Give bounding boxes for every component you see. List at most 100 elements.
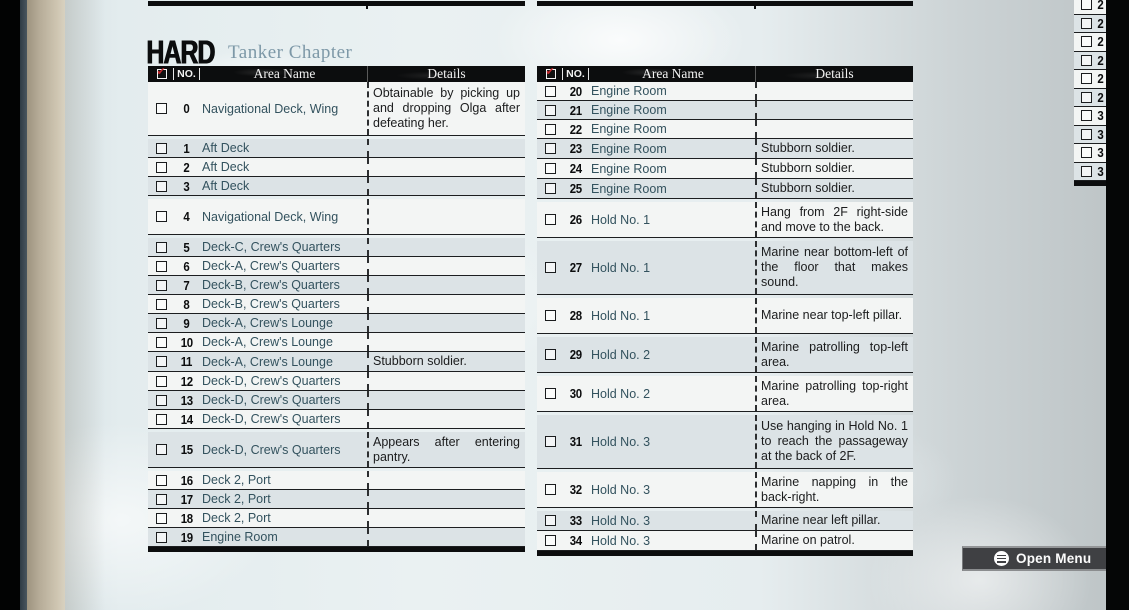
row-checkbox[interactable] xyxy=(545,143,556,154)
area-name-column-header: Area Name xyxy=(253,66,316,81)
row-checkbox[interactable] xyxy=(1081,165,1092,177)
table-row: 11 Deck-A, Crew's Lounge Stubborn soldier. xyxy=(148,352,525,372)
row-checkbox[interactable] xyxy=(1081,128,1092,140)
table-row: 17 Deck 2, Port xyxy=(148,490,525,509)
row-checkbox[interactable] xyxy=(1081,17,1092,29)
table-row: 25 Engine Room Stubborn soldier. xyxy=(537,179,913,199)
row-checkbox[interactable] xyxy=(156,413,167,425)
row-checkbox[interactable] xyxy=(545,262,556,273)
row-checkbox[interactable] xyxy=(1081,0,1092,11)
table-row: 7 Deck-B, Crew's Quarters xyxy=(148,276,525,295)
row-checkbox[interactable] xyxy=(545,183,556,194)
area-name: Engine Room xyxy=(591,181,667,196)
row-checkbox[interactable] xyxy=(156,336,167,348)
page-spine-shadow xyxy=(65,0,105,610)
right-screen-black-band xyxy=(1106,0,1129,610)
area-name: Deck-A, Crew's Lounge xyxy=(202,316,333,330)
row-checkbox[interactable] xyxy=(156,512,167,524)
row-checkbox[interactable] xyxy=(156,317,167,329)
row-number-partial: 3 xyxy=(1097,108,1104,124)
row-number: 28 xyxy=(569,308,582,323)
row-checkbox[interactable] xyxy=(156,161,167,173)
row-checkbox[interactable] xyxy=(545,214,556,225)
area-name: Deck 2, Port xyxy=(202,511,271,525)
row-number: 24 xyxy=(569,161,582,176)
table-row: 0 Navigational Deck, Wing Obtainable by pi… xyxy=(148,82,525,136)
row-checkbox[interactable] xyxy=(545,349,556,360)
row-checkbox[interactable] xyxy=(545,388,556,399)
row-number-partial: 2 xyxy=(1097,71,1104,87)
area-name: Engine Room xyxy=(591,84,667,98)
table-row: 30 Hold No. 2 Marine patrolling top-right … xyxy=(537,376,913,412)
row-checkbox[interactable] xyxy=(156,356,167,367)
row-number: 5 xyxy=(183,239,190,255)
row-checkbox[interactable] xyxy=(156,260,167,272)
row-checkbox[interactable] xyxy=(1081,147,1092,159)
row-checkbox[interactable] xyxy=(156,444,167,455)
row-checkbox[interactable] xyxy=(545,310,556,321)
row-checkbox[interactable] xyxy=(545,436,556,447)
area-name: Deck-D, Crew's Quarters xyxy=(202,393,341,407)
row-checkbox[interactable] xyxy=(545,163,556,174)
row-checkbox[interactable] xyxy=(1081,91,1092,103)
row-checkbox[interactable] xyxy=(156,375,167,387)
row-checkbox[interactable] xyxy=(156,493,167,505)
row-number-partial: 2 xyxy=(1097,15,1104,31)
checked-checkbox-icon xyxy=(545,65,556,79)
row-number: 6 xyxy=(183,258,190,274)
row-number-partial: 2 xyxy=(1097,89,1104,105)
row-checkbox[interactable] xyxy=(156,279,167,291)
row-details xyxy=(757,108,913,112)
row-checkbox[interactable] xyxy=(156,180,167,192)
row-details xyxy=(369,146,525,150)
area-name: Hold No. 3 xyxy=(591,434,651,449)
row-checkbox[interactable] xyxy=(545,484,556,495)
row-number-partial: 3 xyxy=(1097,145,1104,161)
row-checkbox[interactable] xyxy=(156,211,167,222)
table-row: 23 Engine Room Stubborn soldier. xyxy=(537,139,913,159)
row-number: 0 xyxy=(183,101,190,116)
area-name: Hold No. 1 xyxy=(591,308,651,323)
row-number: 1 xyxy=(183,140,190,156)
open-menu-button[interactable]: Open Menu xyxy=(962,546,1106,571)
row-number: 2 xyxy=(183,159,190,175)
table-row: 15 Deck-D, Crew's Quarters Appears after e… xyxy=(148,432,525,468)
row-checkbox[interactable] xyxy=(545,515,556,526)
row-checkbox[interactable] xyxy=(156,103,167,114)
area-name: Deck-A, Crew's Lounge xyxy=(202,354,333,369)
row-checkbox[interactable] xyxy=(1081,110,1092,122)
checklist-table-left: NO. Area Name Details 0 Navigational Deck… xyxy=(148,65,525,552)
table-row: 2 Aft Deck xyxy=(148,158,525,177)
table-row: 32 Hold No. 3 Marine napping in the back-r… xyxy=(537,472,913,508)
area-name: Deck-A, Crew's Quarters xyxy=(202,259,340,273)
area-name: Engine Room xyxy=(591,122,667,136)
row-checkbox[interactable] xyxy=(1081,73,1092,85)
row-checkbox[interactable] xyxy=(545,85,556,97)
row-checkbox[interactable] xyxy=(156,394,167,406)
row-details: Stubborn soldier. xyxy=(761,141,855,155)
row-details: Marine near left pillar. xyxy=(761,513,881,527)
area-name: Deck-D, Crew's Quarters xyxy=(202,374,341,388)
row-number: 19 xyxy=(180,529,193,545)
row-checkbox[interactable] xyxy=(156,142,167,154)
row-checkbox[interactable] xyxy=(545,123,556,135)
row-checkbox[interactable] xyxy=(545,535,556,546)
no-column-header: NO. xyxy=(562,68,589,80)
row-checkbox[interactable] xyxy=(545,104,556,116)
area-name: Deck 2, Port xyxy=(202,473,271,487)
row-checkbox[interactable] xyxy=(156,474,167,486)
row-checkbox[interactable] xyxy=(1081,36,1092,48)
area-name: Aft Deck xyxy=(202,141,250,155)
row-checkbox[interactable] xyxy=(156,298,167,310)
row-checkbox[interactable] xyxy=(1081,54,1092,66)
row-checkbox[interactable] xyxy=(156,531,167,543)
row-number: 20 xyxy=(569,83,582,99)
row-checkbox[interactable] xyxy=(156,241,167,253)
table-row: 3 Aft Deck xyxy=(148,177,525,196)
row-details xyxy=(369,535,525,539)
row-details xyxy=(369,165,525,169)
table-row: 31 Hold No. 3 Use hanging in Hold No. 1 to… xyxy=(537,415,913,469)
row-number: 33 xyxy=(569,513,582,528)
area-name: Engine Room xyxy=(591,161,667,176)
area-name: Hold No. 2 xyxy=(591,347,651,362)
